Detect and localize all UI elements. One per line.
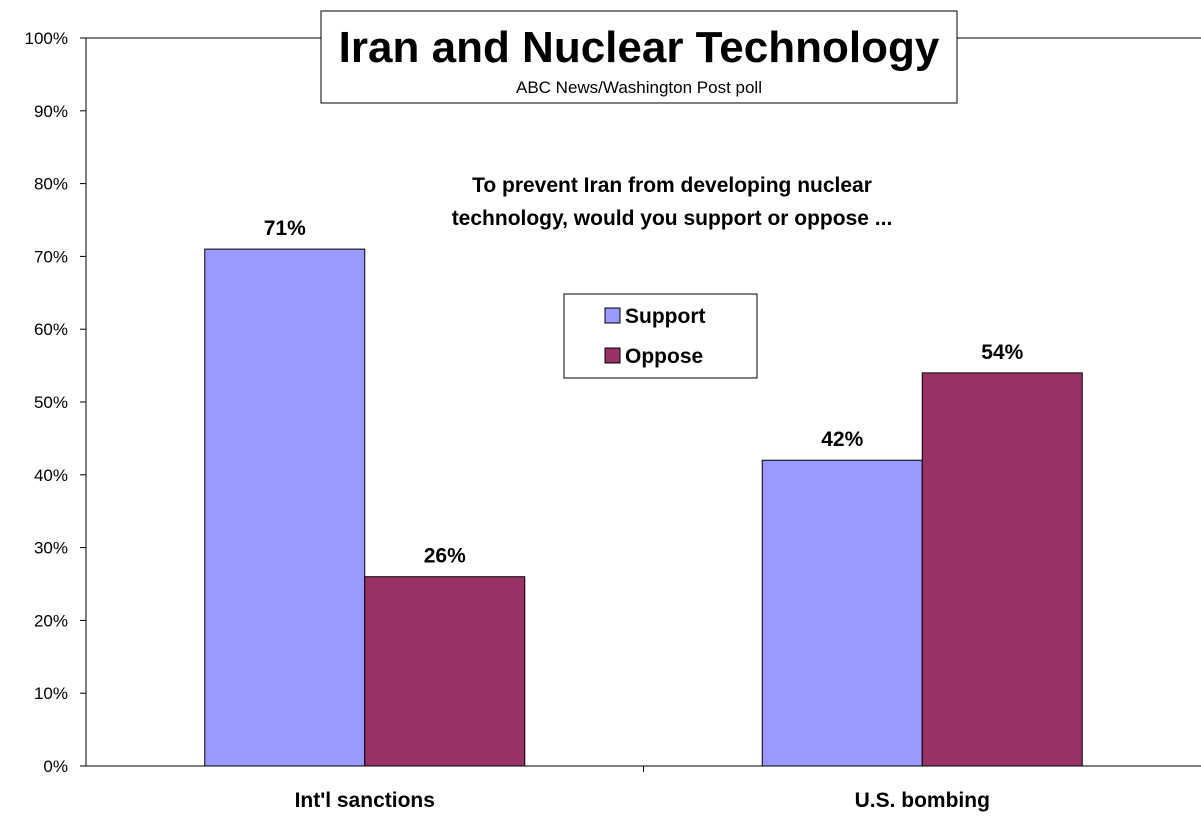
question-line-2: technology, would you support or oppose … bbox=[452, 207, 893, 230]
y-tick-label: 90% bbox=[34, 102, 68, 121]
y-tick-label: 50% bbox=[34, 393, 68, 412]
bar-support-1 bbox=[204, 248, 366, 767]
bar-support-2 bbox=[761, 459, 923, 767]
y-tick-label: 0% bbox=[43, 757, 68, 776]
y-tick-label: 100% bbox=[25, 29, 68, 48]
data-label: 54% bbox=[981, 341, 1023, 364]
legend-swatch-support bbox=[604, 307, 621, 324]
y-tick-label: 60% bbox=[34, 320, 68, 339]
y-tick-label: 70% bbox=[34, 247, 68, 266]
title-box-frame bbox=[320, 10, 958, 104]
legend-swatch-oppose bbox=[604, 347, 621, 364]
legend-frame bbox=[563, 293, 758, 379]
x-category-label: Int'l sanctions bbox=[295, 789, 435, 812]
y-tick-label: 80% bbox=[34, 175, 68, 194]
data-label: 26% bbox=[424, 545, 466, 568]
legend-label-support: Support bbox=[625, 305, 705, 328]
y-tick-label: 40% bbox=[34, 466, 68, 485]
chart-data-labels: 71% 42% 26% 54% bbox=[264, 217, 1024, 568]
x-category-label: U.S. bombing bbox=[855, 789, 990, 812]
question-annotation: To prevent Iran from developing nuclear … bbox=[452, 174, 893, 230]
legend: Support Oppose bbox=[563, 293, 758, 379]
chart-title: Iran and Nuclear Technology bbox=[339, 23, 940, 72]
bar-oppose-1 bbox=[364, 576, 526, 767]
y-tick-label: 30% bbox=[34, 539, 68, 558]
question-line-1: To prevent Iran from developing nuclear bbox=[472, 174, 872, 197]
y-tick-label: 10% bbox=[34, 684, 68, 703]
data-label: 42% bbox=[821, 428, 863, 451]
legend-label-oppose: Oppose bbox=[625, 345, 703, 368]
chart-axes: 0% 10% 20% 30% 40% 50% 60% 70% 80% 90% 100% Int'l s… bbox=[25, 29, 1201, 812]
bar-oppose-2 bbox=[921, 372, 1083, 767]
data-label: 71% bbox=[264, 217, 306, 240]
y-tick-label: 20% bbox=[34, 611, 68, 630]
chart-bars bbox=[204, 248, 1083, 767]
chart-subtitle: ABC News/Washington Post poll bbox=[516, 78, 762, 97]
title-box: Iran and Nuclear Technology ABC News/Was… bbox=[320, 10, 958, 104]
